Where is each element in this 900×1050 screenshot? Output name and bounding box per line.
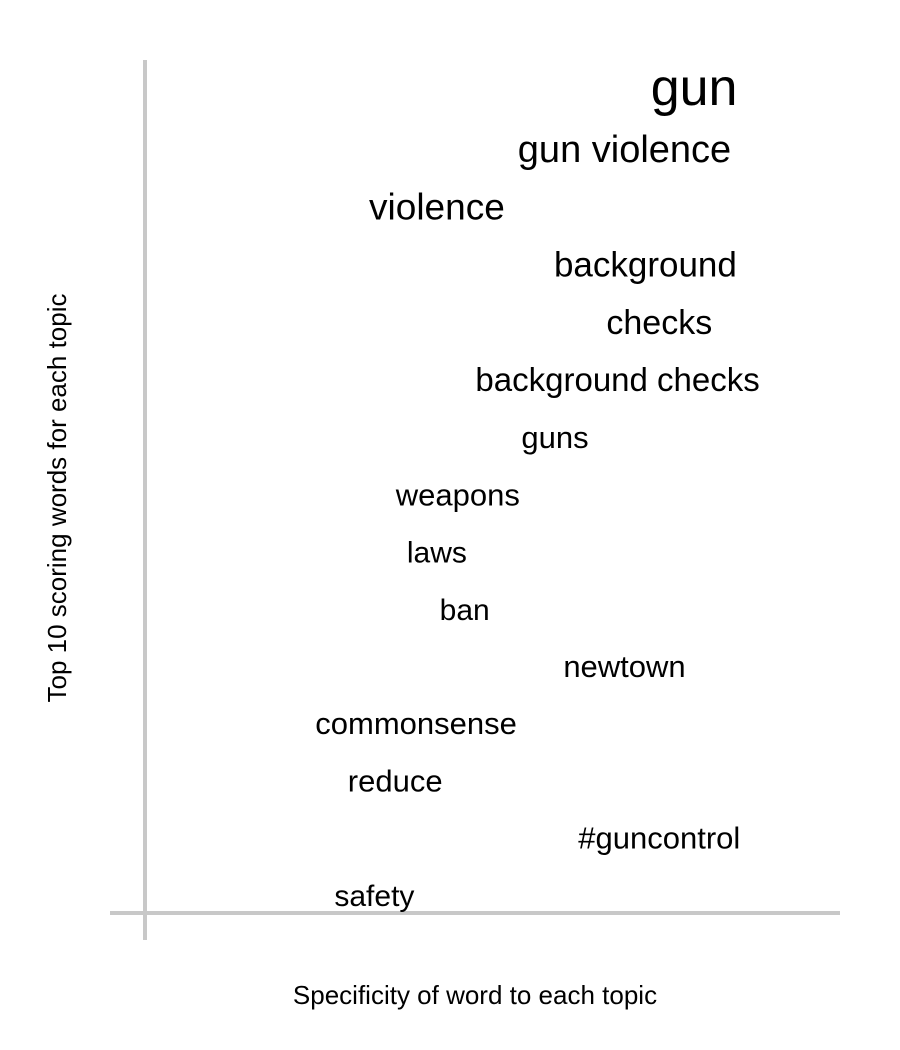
word-label: ban bbox=[440, 594, 490, 627]
word-labels-group: gun gun violence violence background checks b… bbox=[315, 59, 759, 913]
word-label: reduce bbox=[348, 763, 443, 798]
word-label: laws bbox=[407, 537, 467, 570]
word-label: safety bbox=[334, 880, 414, 913]
word-label: weapons bbox=[395, 477, 520, 512]
word-label: violence bbox=[369, 186, 505, 227]
word-label: commonsense bbox=[315, 706, 517, 741]
word-label: newtown bbox=[563, 649, 685, 684]
y-axis-label: Top 10 scoring words for each topic bbox=[42, 294, 72, 703]
word-label: #guncontrol bbox=[578, 821, 740, 856]
word-label: gun bbox=[651, 59, 738, 117]
x-axis-label: Specificity of word to each topic bbox=[293, 980, 657, 1010]
word-label: guns bbox=[521, 420, 588, 455]
word-label: background checks bbox=[475, 361, 759, 398]
word-label: checks bbox=[606, 304, 712, 342]
word-label: gun violence bbox=[518, 129, 731, 171]
word-label: background bbox=[554, 246, 737, 285]
